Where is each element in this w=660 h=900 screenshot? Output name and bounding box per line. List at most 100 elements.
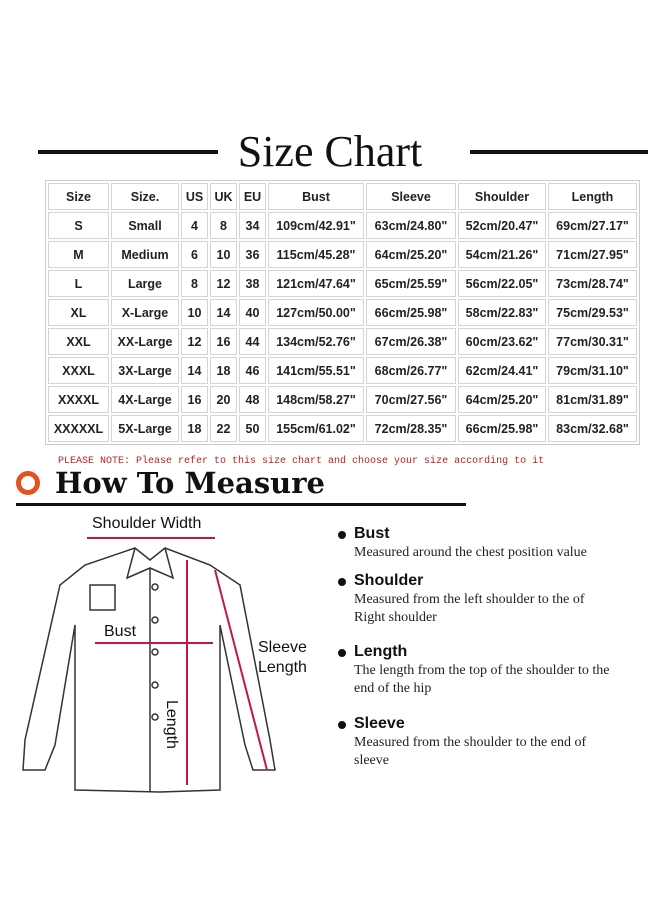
measure-desc: The length from the top of the shoulder … [354,663,610,696]
table-cell: 16 [181,386,208,413]
header-cell: Size. [111,183,179,210]
header-cell: Sleeve [366,183,456,210]
table-cell: XL [48,299,109,326]
table-cell: 8 [181,270,208,297]
table-cell: 3X-Large [111,357,179,384]
table-row: XXXXL 4X-Large 16 20 48 148cm/58.27" 70cm/27.5… [48,386,637,413]
table-cell: 18 [181,415,208,442]
table-cell: 65cm/25.59" [366,270,456,297]
table-cell: 22 [210,415,237,442]
table-row: M Medium 6 10 36 115cm/45.28" 64cm/25.20" 54cm/… [48,241,637,268]
table-cell: 63cm/24.80" [366,212,456,239]
table-cell: M [48,241,109,268]
bust-label: Bust [104,623,137,640]
table-row: S Small 4 8 34 109cm/42.91" 63cm/24.80" 52cm/20… [48,212,637,239]
table-cell: 58cm/22.83" [458,299,546,326]
header-cell: Length [548,183,637,210]
table-cell: XXL [48,328,109,355]
table-cell: 50 [239,415,266,442]
table-cell: 115cm/45.28" [268,241,364,268]
table-cell: 77cm/30.31" [548,328,637,355]
bullet-icon [338,531,346,539]
jacket-diagram [22,537,276,793]
table-cell: 40 [239,299,266,326]
header-cell: Size [48,183,109,210]
table-cell: 14 [181,357,208,384]
table-cell: XX-Large [111,328,179,355]
table-cell: 66cm/25.98" [458,415,546,442]
header-cell: Shoulder [458,183,546,210]
measure-title: Shoulder [354,572,424,589]
table-cell: 44 [239,328,266,355]
table-cell: X-Large [111,299,179,326]
table-cell: Large [111,270,179,297]
length-label: Length [163,700,180,749]
sleeve-line [214,569,268,771]
table-cell: Small [111,212,179,239]
table-cell: 148cm/58.27" [268,386,364,413]
table-cell: 18 [210,357,237,384]
table-cell: 73cm/28.74" [548,270,637,297]
measure-title: Length [354,643,408,660]
table-cell: 6 [181,241,208,268]
bullet-icon [338,578,346,586]
table-row: XXL XX-Large 12 16 44 134cm/52.76" 67cm/26.38"… [48,328,637,355]
table-cell: 8 [210,212,237,239]
how-to-measure-title: How To Measure [55,466,325,500]
table-row: XXXXXL 5X-Large 18 22 50 155cm/61.02" 72cm/28.… [48,415,637,442]
measure-title: Bust [354,525,390,542]
table-row: L Large 8 12 38 121cm/47.64" 65cm/25.59" 56cm/2… [48,270,637,297]
table-cell: 20 [210,386,237,413]
table-cell: 64cm/25.20" [366,241,456,268]
table-cell: 141cm/55.51" [268,357,364,384]
title-rule-right [470,150,648,154]
table-cell: 48 [239,386,266,413]
table-cell: 46 [239,357,266,384]
measure-title: Sleeve [354,715,405,732]
table-cell: 83cm/32.68" [548,415,637,442]
title-rule-left [38,150,218,154]
table-cell: 71cm/27.95" [548,241,637,268]
table-cell: 62cm/24.41" [458,357,546,384]
table-cell: 134cm/52.76" [268,328,364,355]
sleeve-label: Sleeve [258,639,307,656]
table-cell: 54cm/21.26" [458,241,546,268]
table-cell: 12 [181,328,208,355]
measure-desc: Measured around the chest position value [354,545,587,560]
bullet-icon [338,649,346,657]
circle-icon [16,471,40,495]
measure-desc: Measured from the left shoulder to the o… [354,592,585,625]
size-table: Size Size. US UK EU Bust Sleeve Shoulder Length S… [45,180,640,445]
table-cell: L [48,270,109,297]
table-cell: 72cm/28.35" [366,415,456,442]
table-cell: XXXL [48,357,109,384]
measure-desc: Measured from the shoulder to the end of… [354,735,587,768]
table-cell: 69cm/27.17" [548,212,637,239]
table-row: XL X-Large 10 14 40 127cm/50.00" 66cm/25.98" 58… [48,299,637,326]
table-cell: 12 [210,270,237,297]
table-cell: 56cm/22.05" [458,270,546,297]
table-cell: 75cm/29.53" [548,299,637,326]
header-cell: Bust [268,183,364,210]
table-cell: 79cm/31.10" [548,357,637,384]
table-cell: 68cm/26.77" [366,357,456,384]
sleeve-label-2: Length [258,659,307,676]
section-divider [16,503,466,506]
table-cell: 121cm/47.64" [268,270,364,297]
table-cell: 127cm/50.00" [268,299,364,326]
table-cell: 52cm/20.47" [458,212,546,239]
table-cell: 155cm/61.02" [268,415,364,442]
header-cell: UK [210,183,237,210]
table-cell: 70cm/27.56" [366,386,456,413]
table-cell: 60cm/23.62" [458,328,546,355]
table-cell: 34 [239,212,266,239]
table-cell: S [48,212,109,239]
table-cell: 64cm/25.20" [458,386,546,413]
header-cell: EU [239,183,266,210]
table-header-row: Size Size. US UK EU Bust Sleeve Shoulder Length [48,183,637,210]
table-cell: 10 [181,299,208,326]
table-cell: 109cm/42.91" [268,212,364,239]
table-cell: 66cm/25.98" [366,299,456,326]
table-cell: XXXXL [48,386,109,413]
table-cell: 14 [210,299,237,326]
